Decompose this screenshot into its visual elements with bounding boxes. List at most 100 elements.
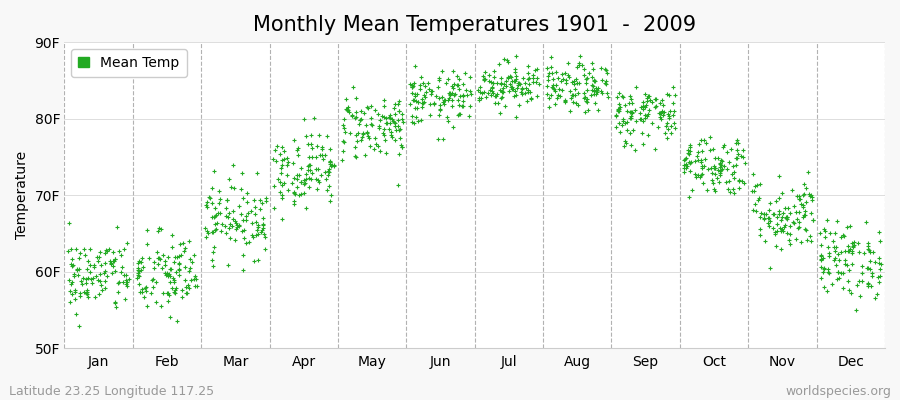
- Point: [250, 224, 265, 230]
- Point: [388, 123, 402, 129]
- Point: [688, 170, 703, 177]
- Point: [665, 84, 680, 90]
- Point: [806, 216, 820, 223]
- Point: [304, 176, 319, 182]
- Point: [782, 237, 796, 244]
- Point: [835, 285, 850, 291]
- Point: [151, 261, 166, 268]
- Point: [590, 87, 605, 93]
- Point: [796, 204, 810, 210]
- Point: [616, 118, 630, 124]
- Point: [649, 96, 663, 102]
- Point: [528, 67, 543, 73]
- Point: [472, 89, 487, 95]
- Point: [797, 212, 812, 219]
- Point: [822, 270, 836, 276]
- Point: [492, 61, 507, 68]
- Point: [404, 113, 419, 120]
- Text: Latitude 23.25 Longitude 117.25: Latitude 23.25 Longitude 117.25: [9, 385, 214, 398]
- Point: [864, 283, 878, 289]
- Point: [290, 176, 304, 182]
- Point: [568, 86, 582, 93]
- Point: [419, 89, 434, 95]
- Point: [804, 238, 818, 244]
- Point: [572, 62, 586, 68]
- Point: [822, 253, 836, 260]
- Point: [817, 265, 832, 271]
- Point: [337, 116, 351, 123]
- Point: [408, 91, 422, 98]
- Point: [496, 84, 510, 91]
- Point: [680, 149, 695, 156]
- Point: [388, 101, 402, 107]
- Point: [520, 89, 535, 96]
- Point: [861, 247, 876, 253]
- Point: [392, 151, 407, 157]
- Point: [721, 186, 735, 192]
- Point: [134, 259, 148, 265]
- Point: [435, 68, 449, 74]
- Point: [713, 170, 727, 176]
- Point: [201, 230, 215, 236]
- Point: [220, 197, 234, 203]
- Point: [732, 184, 746, 191]
- Point: [714, 162, 728, 168]
- Point: [292, 172, 306, 178]
- Point: [391, 101, 405, 107]
- Point: [338, 129, 353, 136]
- Point: [580, 87, 594, 93]
- Point: [294, 178, 309, 185]
- Point: [816, 284, 831, 290]
- Point: [625, 100, 639, 106]
- Point: [565, 79, 580, 85]
- Point: [104, 260, 119, 267]
- Point: [93, 249, 107, 256]
- Point: [532, 81, 546, 87]
- Point: [484, 79, 499, 85]
- Point: [62, 277, 77, 284]
- Point: [452, 86, 466, 93]
- Point: [151, 255, 166, 261]
- Point: [500, 75, 515, 82]
- Point: [660, 90, 674, 97]
- Point: [478, 68, 492, 75]
- Point: [65, 263, 79, 270]
- Point: [464, 103, 478, 110]
- Point: [293, 165, 308, 171]
- Point: [352, 121, 366, 127]
- Point: [774, 246, 788, 252]
- Point: [868, 294, 883, 301]
- Point: [791, 224, 806, 230]
- Point: [763, 265, 778, 272]
- Point: [83, 269, 97, 275]
- Point: [656, 102, 670, 108]
- Point: [411, 118, 426, 124]
- Point: [176, 247, 191, 254]
- Point: [611, 108, 625, 114]
- Point: [189, 275, 203, 282]
- Point: [235, 170, 249, 176]
- Point: [256, 222, 271, 229]
- Point: [734, 153, 748, 159]
- Point: [859, 219, 873, 226]
- Point: [474, 90, 489, 96]
- Point: [207, 227, 221, 233]
- Point: [460, 92, 474, 98]
- Point: [827, 257, 842, 264]
- Point: [437, 101, 452, 108]
- Point: [287, 189, 302, 196]
- Point: [845, 260, 859, 267]
- Point: [613, 129, 627, 135]
- Point: [445, 83, 459, 90]
- Point: [174, 251, 188, 258]
- Point: [360, 105, 374, 111]
- Point: [486, 80, 500, 86]
- Point: [152, 225, 166, 232]
- Point: [146, 284, 160, 291]
- Point: [69, 246, 84, 252]
- Point: [873, 266, 887, 272]
- Point: [188, 283, 202, 290]
- Point: [752, 195, 767, 201]
- Point: [846, 239, 860, 246]
- Point: [358, 152, 373, 158]
